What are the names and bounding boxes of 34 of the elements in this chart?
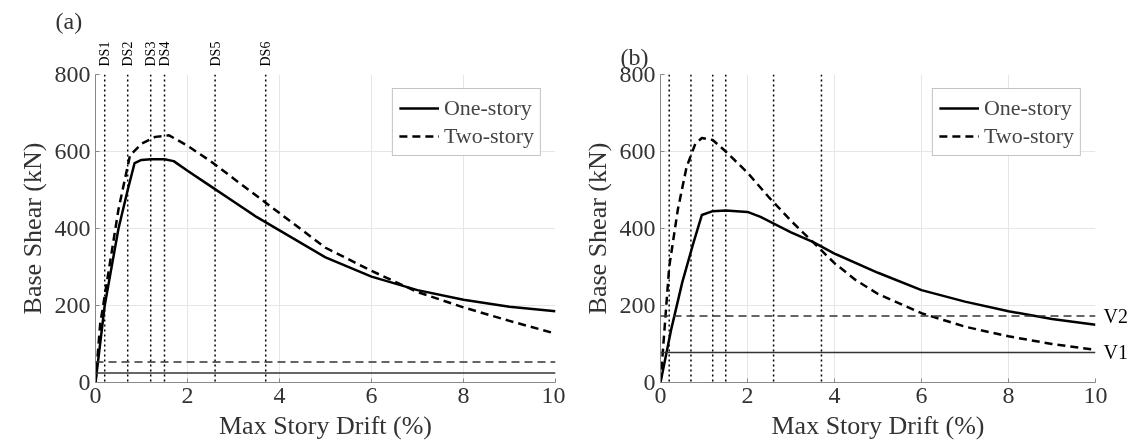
ref-line-label: DS1 <box>97 41 113 67</box>
x-tick-label: 10 <box>1083 381 1108 408</box>
ref-line-label: DS4 <box>157 41 172 67</box>
y-axis-title: Base Shear (kN) <box>17 142 47 315</box>
legend-label: Two-story <box>443 123 534 149</box>
ref-line-label: V2 <box>1103 304 1128 327</box>
x-tick-label: 8 <box>457 381 470 408</box>
y-tick-label: 200 <box>54 292 91 318</box>
x-axis-title: Max Story Drift (%) <box>771 410 985 440</box>
x-tick-label: 2 <box>741 381 754 408</box>
x-tick-label: 8 <box>1002 381 1015 408</box>
legend-label: Two-story <box>983 123 1074 149</box>
legend-label: One-story <box>983 95 1072 121</box>
ref-line-label: DS3 <box>143 41 159 67</box>
x-tick-label: 6 <box>365 381 378 408</box>
legend-label: One-story <box>443 95 532 121</box>
y-axis-title: Base Shear (kN) <box>582 142 612 315</box>
x-tick-label: 2 <box>181 381 194 408</box>
y-tick-label: 800 <box>54 61 91 87</box>
y-tick-label: 600 <box>54 138 91 164</box>
y-tick-label: 400 <box>54 215 91 241</box>
x-axis-title: Max Story Drift (%) <box>218 410 433 440</box>
x-tick-label: 10 <box>541 381 566 408</box>
chart-title: (a) <box>55 7 83 34</box>
ref-line-label: DS6 <box>258 41 274 67</box>
ref-line-label: V1 <box>1103 341 1128 364</box>
ref-line-label: DS2 <box>120 41 136 67</box>
x-tick-label: 6 <box>915 381 928 408</box>
ref-line-label: DS5 <box>207 41 223 67</box>
y-tick-label: 400 <box>619 215 656 241</box>
y-tick-label: 600 <box>619 138 656 164</box>
x-tick-label: 4 <box>273 381 286 408</box>
y-tick-label: 200 <box>619 292 656 318</box>
x-tick-label: 4 <box>828 381 841 408</box>
